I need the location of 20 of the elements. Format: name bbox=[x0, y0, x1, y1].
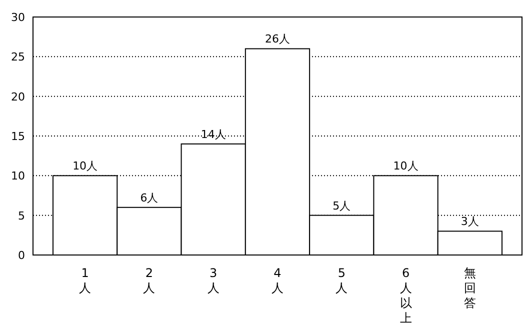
y-tick-label: 30 bbox=[11, 11, 25, 24]
data-label: 26人 bbox=[265, 32, 290, 46]
data-label: 10人 bbox=[72, 160, 98, 173]
data-label: 3人 bbox=[460, 215, 479, 228]
x-tick-label: 1人 bbox=[79, 266, 92, 295]
x-tick-label: 無回答 bbox=[464, 266, 476, 310]
y-tick-label: 0 bbox=[18, 249, 25, 262]
y-tick-label: 15 bbox=[11, 130, 25, 143]
y-tick-label: 20 bbox=[11, 90, 25, 104]
y-tick-label: 5 bbox=[18, 209, 25, 222]
x-tick-label: 3人 bbox=[207, 266, 220, 295]
data-label: 6人 bbox=[140, 191, 158, 204]
x-tick-label: 2人 bbox=[143, 266, 156, 295]
data-label: 5人 bbox=[332, 199, 351, 212]
x-tick-label: 4人 bbox=[272, 266, 284, 295]
y-tick-label: 10 bbox=[11, 170, 25, 183]
x-tick-label: 5人 bbox=[336, 266, 348, 295]
x-tick-label: 6人以上 bbox=[400, 266, 412, 325]
data-label: 10人 bbox=[393, 160, 418, 173]
y-tick-label: 25 bbox=[11, 50, 25, 64]
